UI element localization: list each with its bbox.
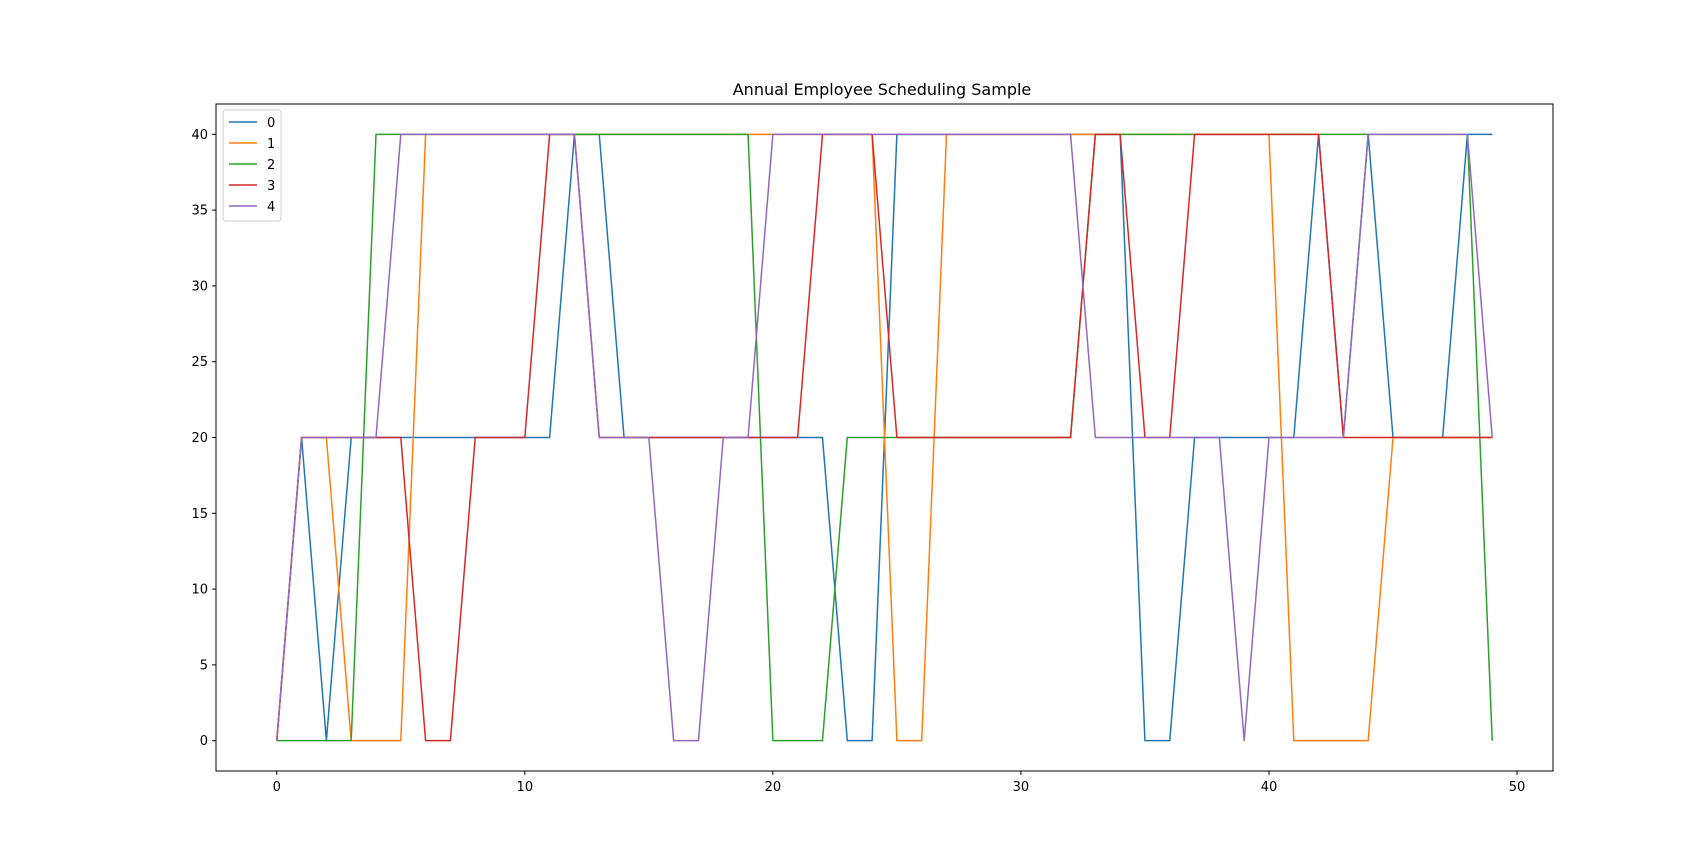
x-tick-label: 0 [273, 780, 281, 795]
chart-title: Annual Employee Scheduling Sample [733, 80, 1032, 99]
legend-label-0: 0 [267, 116, 275, 131]
legend-label-1: 1 [267, 137, 275, 152]
y-tick-label: 25 [191, 355, 208, 370]
y-tick-label: 40 [191, 128, 208, 143]
y-tick-label: 0 [200, 734, 208, 749]
x-tick-label: 20 [765, 780, 782, 795]
legend: 0 1 2 3 4 [222, 109, 282, 222]
x-axis: 0 10 20 30 40 50 [273, 771, 1526, 795]
y-tick-label: 35 [191, 204, 208, 219]
x-tick-label: 40 [1261, 780, 1278, 795]
x-tick-label: 10 [517, 780, 534, 795]
x-tick-label: 50 [1509, 780, 1526, 795]
x-tick-label: 30 [1013, 780, 1030, 795]
y-axis: 0 5 10 15 20 25 30 35 40 [191, 128, 216, 749]
y-tick-label: 15 [191, 507, 208, 522]
y-tick-label: 10 [191, 583, 208, 598]
plot-area [276, 133, 1493, 742]
legend-box [222, 109, 282, 222]
y-tick-label: 30 [191, 279, 208, 294]
series-line-4 [276, 133, 1493, 742]
legend-label-2: 2 [267, 158, 275, 173]
legend-label-4: 4 [267, 200, 275, 215]
y-tick-label: 5 [200, 658, 208, 673]
series-line-3 [276, 133, 1493, 742]
y-tick-label: 20 [191, 431, 208, 446]
legend-label-3: 3 [267, 179, 275, 194]
